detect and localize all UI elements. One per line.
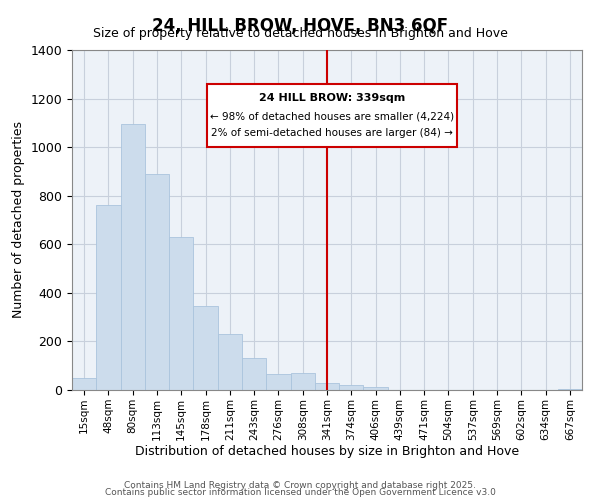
Text: Contains HM Land Registry data © Crown copyright and database right 2025.: Contains HM Land Registry data © Crown c…	[124, 480, 476, 490]
Bar	[290, 372, 315, 390]
Bar	[72, 378, 96, 390]
Bar	[558, 389, 582, 390]
Bar	[121, 124, 145, 390]
Bar	[145, 174, 169, 390]
Bar	[364, 387, 388, 390]
FancyBboxPatch shape	[207, 84, 457, 147]
Text: 24, HILL BROW, HOVE, BN3 6QF: 24, HILL BROW, HOVE, BN3 6QF	[152, 18, 448, 36]
Bar	[218, 334, 242, 390]
Text: 2% of semi-detached houses are larger (84) →: 2% of semi-detached houses are larger (8…	[211, 128, 453, 138]
Text: Contains public sector information licensed under the Open Government Licence v3: Contains public sector information licen…	[104, 488, 496, 497]
Text: Size of property relative to detached houses in Brighton and Hove: Size of property relative to detached ho…	[92, 28, 508, 40]
Bar	[193, 306, 218, 390]
Text: ← 98% of detached houses are smaller (4,224): ← 98% of detached houses are smaller (4,…	[210, 111, 454, 121]
Text: 24 HILL BROW: 339sqm: 24 HILL BROW: 339sqm	[259, 93, 405, 103]
Bar	[169, 237, 193, 390]
Y-axis label: Number of detached properties: Number of detached properties	[12, 122, 25, 318]
Bar	[339, 385, 364, 390]
X-axis label: Distribution of detached houses by size in Brighton and Hove: Distribution of detached houses by size …	[135, 446, 519, 458]
Bar	[96, 206, 121, 390]
Bar	[266, 374, 290, 390]
Bar	[315, 383, 339, 390]
Bar	[242, 358, 266, 390]
